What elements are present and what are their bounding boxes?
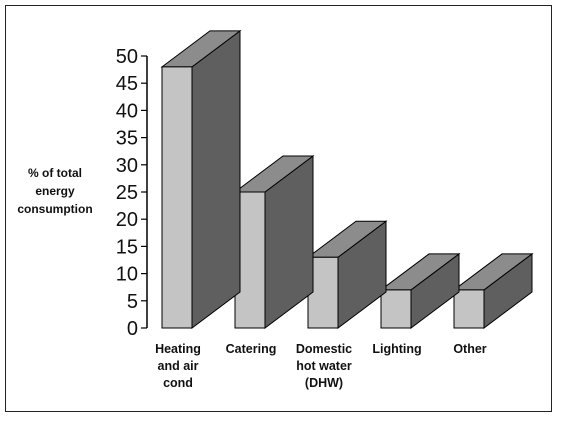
y-tick-label: 50 — [116, 46, 138, 68]
y-tick-label: 25 — [116, 182, 138, 204]
bar — [380, 289, 412, 329]
y-tick-label: 30 — [116, 155, 138, 177]
x-tick-label: Catering — [226, 342, 277, 356]
y-tick-label: 10 — [116, 264, 138, 286]
y-axis-label: % of total energy consumption — [17, 166, 93, 216]
y-tick-label: 0 — [127, 318, 138, 340]
x-tick-label: Heating and air cond — [155, 342, 201, 390]
y-tick-label: 45 — [116, 73, 138, 95]
bar-side — [191, 29, 241, 329]
x-tick-label: Domestic hot water (DHW) — [296, 342, 352, 390]
bar — [161, 66, 193, 329]
x-tick-label: Lighting — [372, 342, 421, 356]
chart-frame — [5, 5, 552, 412]
y-tick-label: 40 — [116, 100, 138, 122]
x-tick-label: Other — [453, 342, 486, 356]
y-tick-label: 20 — [116, 209, 138, 231]
y-tick-label: 15 — [116, 236, 138, 258]
y-tick-label: 35 — [116, 128, 138, 150]
bar — [453, 289, 485, 329]
y-tick-label: 5 — [127, 291, 138, 313]
